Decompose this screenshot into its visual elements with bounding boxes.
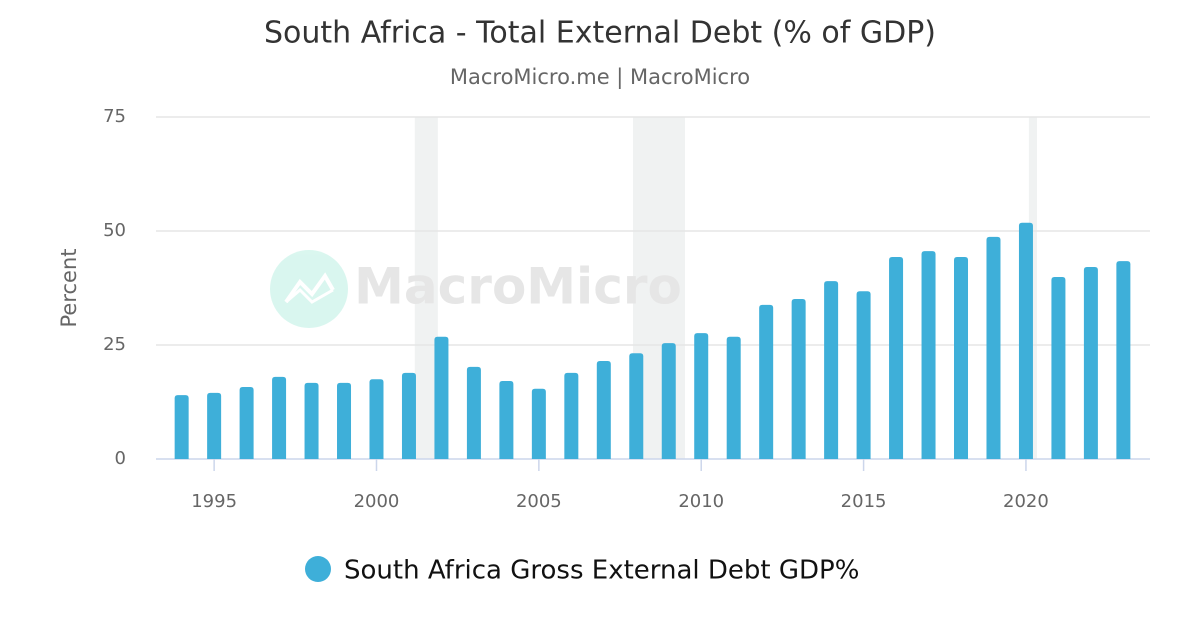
bar (1083, 267, 1098, 459)
watermark: MacroMicro (354, 258, 682, 316)
bar (466, 366, 481, 459)
y-axis-label: Percent (57, 248, 81, 327)
bar (1018, 222, 1033, 459)
bar (564, 372, 579, 459)
bar (207, 392, 222, 459)
legend-label: South Africa Gross External Debt GDP% (344, 556, 859, 586)
x-tick-label: 2000 (354, 491, 400, 512)
bar (954, 256, 969, 459)
bar (1051, 277, 1066, 459)
bar (824, 281, 839, 459)
chart-title: South Africa - Total External Debt (% of… (264, 16, 936, 51)
bar (531, 388, 546, 459)
legend-marker (305, 556, 331, 582)
y-tick-label: 25 (103, 334, 126, 355)
bar (791, 298, 806, 459)
bar (629, 353, 644, 459)
bar (759, 304, 774, 459)
bar (694, 333, 709, 459)
x-tick-label: 2010 (678, 491, 724, 512)
bar (889, 256, 904, 459)
bar (272, 376, 287, 459)
bar (499, 381, 514, 459)
watermark-logo (270, 250, 348, 328)
bar (337, 382, 352, 459)
bar (661, 343, 676, 459)
x-tick-label: 2005 (516, 491, 562, 512)
bar (304, 382, 319, 459)
shaded-range (414, 117, 438, 459)
bar (434, 336, 449, 459)
bar (856, 291, 871, 459)
y-tick-label: 0 (115, 448, 126, 469)
bar (369, 379, 384, 459)
bar (1116, 261, 1131, 459)
bar (596, 360, 611, 459)
bar (726, 336, 741, 459)
y-tick-label: 50 (103, 220, 126, 241)
bar (239, 386, 254, 459)
bar (921, 251, 936, 459)
y-tick-label: 75 (103, 106, 126, 127)
x-tick-label: 2020 (1003, 491, 1049, 512)
bar (401, 372, 416, 459)
x-tick-label: 1995 (191, 491, 237, 512)
bar (174, 395, 189, 459)
bar (986, 236, 1001, 459)
x-tick-label: 2015 (841, 491, 887, 512)
chart-subtitle: MacroMicro.me | MacroMicro (450, 65, 750, 90)
